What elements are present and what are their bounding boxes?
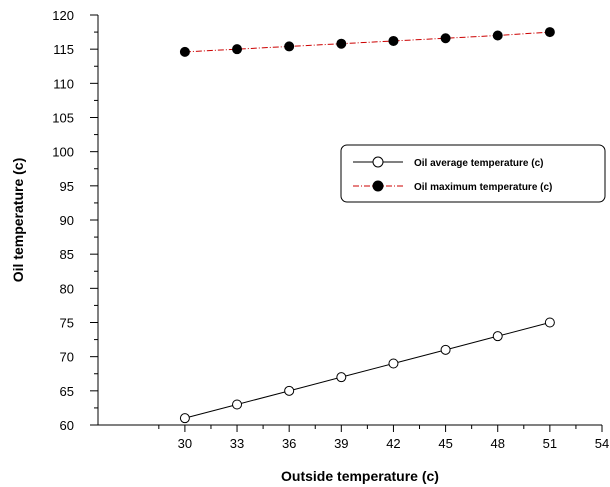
x-tick-label: 36 [282,436,296,451]
y-tick-label: 100 [52,145,74,160]
data-point-filled [284,41,295,52]
legend-label-1: Oil average temperature (c) [414,158,544,169]
y-tick-label: 105 [52,111,74,126]
data-point-filled [440,33,451,44]
y-tick-label: 90 [60,213,74,228]
legend-label-2: Oil maximum temperature (c) [414,182,552,193]
legend-marker-open [372,156,384,168]
x-tick-label: 51 [543,436,557,451]
data-point-filled [232,44,243,55]
data-point-open [492,331,503,342]
y-tick-label: 115 [53,42,74,57]
series-line-1 [184,322,550,419]
series-layer [179,27,555,424]
series-line-2 [184,31,550,53]
legend-marker-filled [372,180,384,192]
legend-box [340,144,606,203]
y-tick-label: 120 [52,8,74,23]
x-axis-title: Outside temperature (c) [281,468,439,484]
y-tick-label: 95 [60,179,74,194]
x-tick-label: 54 [595,436,609,451]
x-tick-label: 42 [386,436,400,451]
y-tick-label: 80 [60,281,74,296]
data-point-filled [179,46,190,57]
y-tick-label: 75 [60,316,74,331]
axes [97,15,602,426]
x-tick-label: 39 [334,436,348,451]
data-point-filled [388,35,399,46]
y-tick-label: 110 [53,76,74,91]
data-point-filled [544,27,555,38]
legend-items: Oil average temperature (c) Oil maximum t… [353,156,552,193]
data-point-open [388,358,399,369]
x-tick-label: 48 [490,436,504,451]
data-point-open [440,344,451,355]
data-point-open [179,413,190,424]
data-point-open [232,399,243,410]
data-point-filled [336,38,347,49]
y-tick-label: 85 [60,247,74,262]
data-point-open [284,385,295,396]
y-tick-label: 60 [60,418,74,433]
y-tick-label: 70 [60,350,74,365]
y-tick-label: 65 [60,384,74,399]
x-tick-label: 45 [438,436,452,451]
x-tick-label: 30 [178,436,192,451]
data-point-filled [492,30,503,41]
data-point-open [544,317,555,328]
data-point-open [336,372,347,383]
y-axis-title: Oil temperature (c) [10,158,26,282]
x-axis-ticks: 30 33 36 39 42 45 48 51 54 [158,425,609,451]
legend: Oil average temperature (c) Oil maximum t… [340,144,606,203]
y-axis-ticks: 60 65 70 75 80 85 90 95 100 105 110 115 120 [52,8,98,433]
x-tick-label: 33 [230,436,244,451]
